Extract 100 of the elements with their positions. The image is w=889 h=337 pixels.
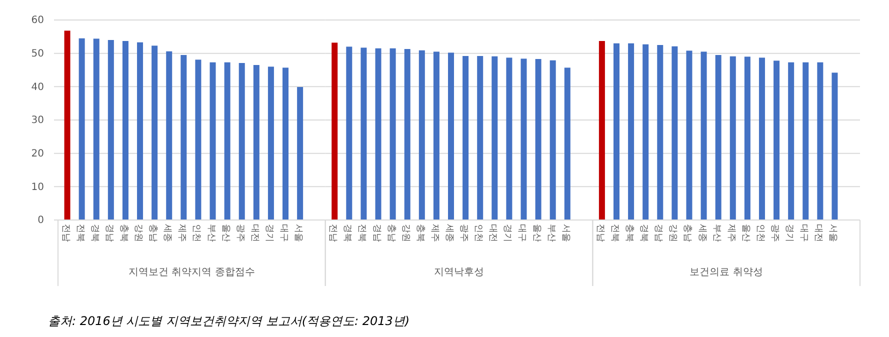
bar — [535, 59, 542, 220]
x-tick-label: 경남 — [104, 224, 114, 242]
x-tick-label: 대전 — [249, 224, 260, 242]
bar — [166, 51, 172, 220]
bar — [715, 55, 722, 220]
source-note: 출처: 2016년 시도별 지역보건취약지역 보고서(적용연도: 2013년) — [48, 314, 410, 328]
y-tick-label: 30 — [31, 115, 44, 126]
x-tick-label: 세종 — [162, 224, 172, 242]
bar — [686, 50, 692, 220]
x-tick-label: 세종 — [444, 224, 454, 242]
bar — [628, 43, 634, 220]
x-tick-label: 부산 — [546, 224, 556, 242]
x-tick-label: 제주 — [429, 224, 440, 242]
x-tick-label: 강원 — [133, 224, 144, 242]
x-axis-title: 지역보건 취약지역 종합점수 — [128, 267, 255, 278]
bar — [375, 48, 382, 220]
x-tick-label: 울산 — [740, 224, 750, 242]
x-tick-label: 인천 — [473, 224, 484, 242]
x-tick-label: 세종 — [696, 224, 707, 242]
bar — [506, 58, 512, 220]
x-tick-label: 울산 — [531, 224, 542, 242]
x-tick-label: 충북 — [414, 224, 425, 242]
bar — [180, 55, 187, 220]
x-tick-label: 충남 — [386, 224, 396, 242]
x-tick-label: 전북 — [74, 224, 85, 242]
bar — [122, 41, 128, 220]
x-tick-label: 경북 — [89, 224, 100, 242]
x-tick-label: 제주 — [726, 224, 736, 242]
y-tick-label: 40 — [31, 82, 44, 93]
bar — [550, 60, 556, 220]
x-tick-label: 경기 — [502, 224, 512, 242]
y-tick-label: 60 — [31, 15, 44, 26]
bar — [404, 49, 410, 220]
x-tick-label: 전북 — [609, 224, 620, 242]
x-tick-label: 충남 — [148, 224, 158, 242]
x-tick-label: 경남 — [371, 224, 382, 242]
x-tick-label: 경기 — [784, 224, 794, 242]
x-tick-label: 부산 — [206, 224, 216, 242]
x-tick-label: 충북 — [624, 224, 634, 242]
bar — [774, 60, 780, 220]
bar — [360, 48, 367, 220]
x-tick-label: 전남 — [328, 224, 338, 242]
bar — [520, 58, 527, 220]
bar — [613, 43, 620, 220]
x-tick-label: 충남 — [682, 224, 692, 242]
x-tick-label: 서울 — [560, 224, 570, 242]
bar — [253, 65, 260, 220]
y-tick-label: 10 — [31, 182, 44, 193]
x-tick-label: 대전 — [813, 224, 824, 242]
x-axis-title: 지역낙후성 — [434, 267, 484, 278]
x-tick-label: 충북 — [118, 224, 128, 242]
x-tick-label: 경남 — [653, 224, 664, 242]
bar — [788, 62, 794, 220]
bar — [477, 56, 484, 220]
bar — [390, 48, 396, 220]
x-tick-label: 서울 — [293, 224, 304, 242]
x-tick-label: 전남 — [60, 224, 70, 242]
bar — [224, 62, 230, 220]
bar — [758, 58, 765, 220]
x-tick-label: 경북 — [638, 224, 649, 242]
y-tick-label: 50 — [31, 48, 44, 60]
x-tick-label: 제주 — [176, 224, 187, 242]
bar — [492, 56, 498, 220]
bar — [657, 45, 664, 220]
x-tick-label: 부산 — [711, 224, 722, 242]
bar — [64, 30, 70, 220]
x-tick-label: 서울 — [828, 224, 838, 242]
x-tick-label: 경기 — [264, 224, 274, 242]
bar — [282, 68, 289, 220]
bar — [332, 42, 338, 220]
bar — [268, 66, 274, 220]
bar — [418, 50, 425, 220]
bar — [564, 68, 570, 220]
x-tick-label: 전북 — [356, 224, 367, 242]
bar — [700, 52, 707, 220]
bar — [832, 72, 838, 220]
x-tick-label: 인천 — [754, 224, 765, 242]
bar — [802, 62, 809, 220]
bar — [672, 46, 678, 220]
x-tick-label: 대전 — [488, 224, 498, 242]
bar — [78, 38, 85, 220]
x-tick-label: 강원 — [400, 224, 410, 242]
x-tick-label: 경북 — [342, 224, 352, 242]
bar — [730, 56, 736, 220]
bar — [642, 44, 649, 220]
x-tick-label: 강원 — [668, 224, 678, 242]
x-tick-label: 인천 — [191, 224, 202, 242]
bar — [817, 62, 824, 220]
bar — [137, 42, 144, 220]
bar — [93, 38, 100, 220]
y-tick-label: 0 — [38, 215, 44, 226]
y-tick-label: 20 — [31, 148, 44, 160]
bar — [152, 46, 158, 220]
bar — [744, 56, 750, 220]
x-tick-label: 대구 — [516, 224, 527, 242]
x-tick-label: 광주 — [458, 224, 469, 242]
bar — [598, 41, 605, 220]
bar — [238, 63, 245, 220]
x-tick-label: 대구 — [278, 224, 289, 242]
bar — [433, 52, 440, 220]
